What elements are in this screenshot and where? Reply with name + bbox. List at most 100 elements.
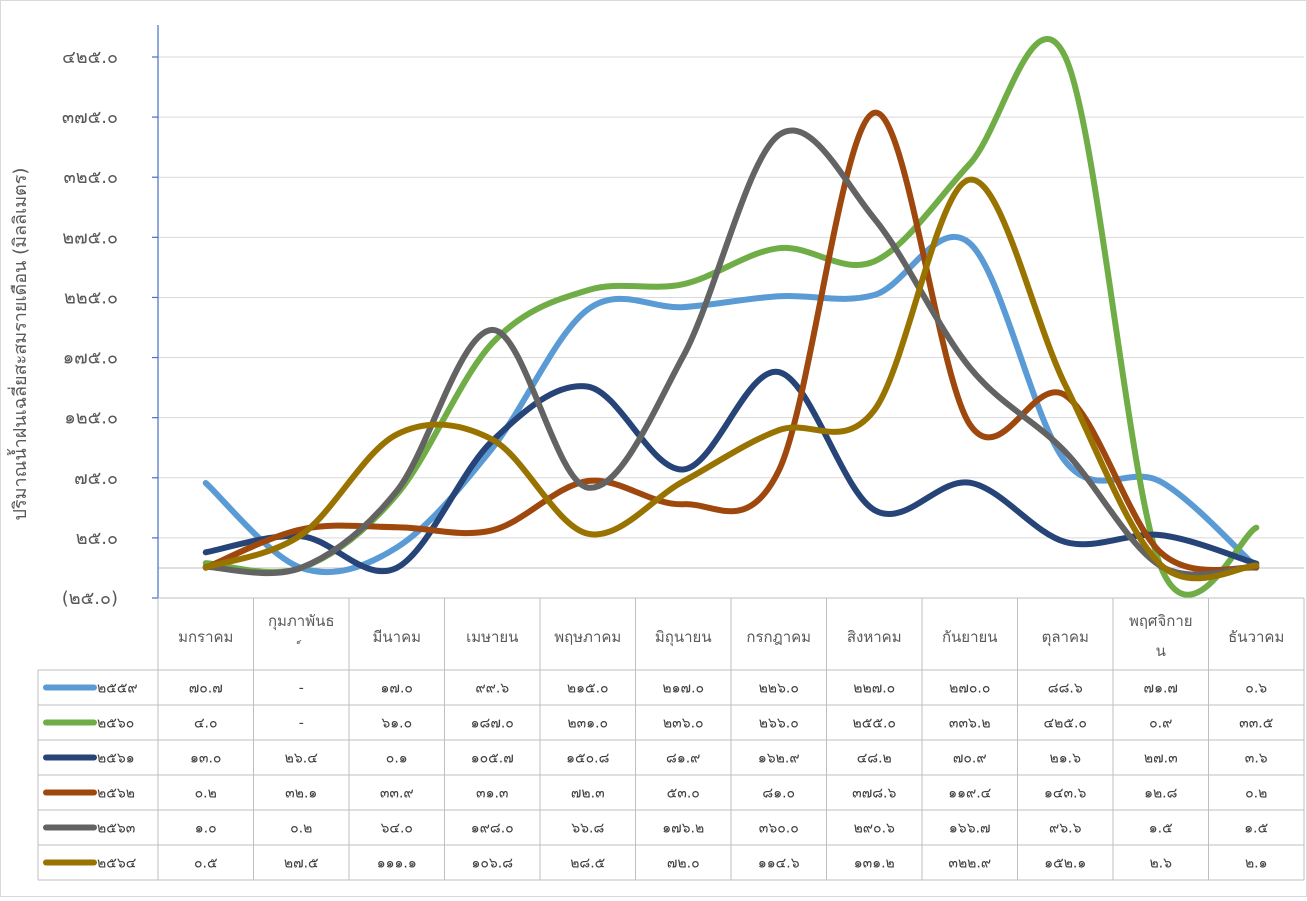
table-cell: -: [299, 716, 304, 732]
table-cell: ๐.๒: [195, 786, 217, 802]
table-cell: ๓๓.๕: [1239, 716, 1273, 732]
legend-label: ๒๕๖๒: [97, 786, 135, 802]
table-cell: ๑๗.๐: [381, 681, 413, 697]
table-cell: ๑.๕: [1149, 821, 1173, 837]
table-cell: ๒๒๗.๐: [853, 681, 895, 697]
table-cell: ๒๖.๔: [285, 751, 318, 767]
table-cell: ๑๓.๐: [190, 751, 221, 767]
table-cell: ๑๑๑.๑: [377, 856, 417, 872]
table-cell: ๖๖.๘: [571, 821, 604, 837]
y-tick-label: ๒๕.๐: [76, 528, 118, 549]
table-cell: ๗๐.๗: [189, 681, 223, 697]
y-tick-label: ๒๒๕.๐: [64, 287, 118, 308]
table-cell: ๐.๕: [194, 856, 218, 872]
table-cell: ๑๖๖.๗: [949, 821, 991, 837]
x-category-label: พฤษภาคม: [554, 628, 621, 646]
legend-label: ๒๕๕๙: [97, 681, 138, 697]
table-cell: ๘๑.๐: [762, 786, 795, 802]
table-cell: ๑๘๗.๐: [471, 716, 514, 732]
table-cell: ๖๑.๐: [381, 716, 412, 732]
table-cell: ๒๕๕.๐: [853, 716, 896, 732]
table-cell: ๒๗.๕: [284, 856, 319, 872]
y-tick-label: ๓๗๕.๐: [62, 107, 118, 128]
table-cell: ๒๘.๕: [570, 856, 605, 872]
table-cell: ๑๕๐.๘: [566, 751, 609, 767]
series-lines: [202, 36, 1260, 598]
x-category-label: ตุลาคม: [1042, 628, 1089, 647]
table-cell: ๔.๐: [194, 716, 218, 732]
series-line-5: [202, 176, 1260, 582]
table-cell: ๘๘.๖: [1048, 681, 1083, 697]
table-cell: -: [299, 681, 304, 697]
y-tick-label: ๑๗๕.๐: [63, 348, 118, 369]
table-cell: ๓.๖: [1245, 751, 1268, 767]
table-cell: ๕๓.๐: [667, 786, 700, 802]
y-tick-label: (๒๕.๐): [62, 588, 118, 609]
table-cell: ๑๑๔.๖: [758, 856, 800, 872]
table-cell: ๗๑.๗: [1144, 681, 1178, 697]
table-cell: ๑๔๓.๖: [1044, 786, 1087, 802]
table-cell: ๒๒๖.๐: [759, 681, 799, 697]
table-cell: ๖๔.๐: [381, 821, 413, 837]
table-cell: ๒๑.๖: [1050, 751, 1082, 767]
y-axis-ticks: (๒๕.๐) ๒๕.๐ ๗๕.๐ ๑๒๕.๐ ๑๗๕.๐ ๒๒๕.๐ ๒๗๕.๐ ๓๒๕.๐ ๓…: [62, 47, 158, 609]
table-cell: ๐.๒: [1245, 786, 1267, 802]
y-tick-label: ๑๒๕.๐: [64, 408, 118, 429]
table-cell: ๑.๕: [1244, 821, 1268, 837]
x-category-label: กรกฎาคม: [746, 628, 811, 646]
table-cell: ๑๐๖.๘: [471, 856, 513, 872]
table-cell: ๓๓๖.๒: [949, 716, 991, 732]
x-category-label: มีนาคม: [373, 628, 422, 646]
table-cell: ๗๐.๙: [953, 751, 987, 767]
table-cell: ๒๗.๓: [1144, 751, 1178, 767]
x-category-label-wrap: น: [1156, 642, 1166, 660]
table-cell: ๓๗๘.๖: [852, 786, 896, 802]
y-axis-label: ปริมาณน้ำฝนเฉลี่ยสะสมรายเดือน (มิลลิเมตร…: [7, 168, 31, 521]
table-cell: ๓๒.๑: [285, 786, 317, 802]
series-line-2: [202, 369, 1260, 575]
y-tick-label: ๔๒๕.๐: [62, 47, 118, 68]
x-category-label: มิถุนายน: [655, 628, 712, 647]
table-cell: ๒๗๐.๐: [949, 681, 990, 697]
x-category-label: มกราคม: [178, 628, 233, 646]
table-cell: ๔๘.๒: [857, 751, 892, 767]
table-cell: ๒.๑: [1245, 856, 1268, 872]
table-cell: ๒๑๕.๐: [567, 681, 609, 697]
x-category-label: สิงหาคม: [847, 628, 902, 646]
table-cell: ๒๑๗.๐: [662, 681, 704, 697]
table-cell: ๑๐๕.๗: [471, 751, 514, 767]
legend-label: ๒๕๖๓: [97, 821, 135, 837]
legend-label: ๒๕๖๔: [97, 856, 136, 872]
table-cell: ๑๒.๘: [1144, 786, 1177, 802]
table-cell: ๓๓.๙: [380, 786, 414, 802]
table-cell: ๑๙๘.๐: [471, 821, 514, 837]
x-category-label: กุมภาพันธ: [268, 612, 335, 631]
table-cell: ๙๙.๖: [475, 681, 509, 697]
table-cell: ๓๑.๓: [476, 786, 508, 802]
table-cell: ๑๑๙.๔: [948, 786, 991, 802]
table-cell: ๑๖๒.๙: [758, 751, 800, 767]
table-cell: ๔๒๕.๐: [1044, 716, 1087, 732]
y-tick-label: ๗๕.๐: [74, 468, 118, 489]
x-category-label: พฤศจิกาย: [1129, 612, 1193, 630]
table-cell: ๑๕๒.๑: [1044, 856, 1086, 872]
legend-label: ๒๕๖๑: [97, 751, 135, 767]
table-cell: ๙๖.๖: [1049, 821, 1082, 837]
table-cell: ๐.๑: [386, 751, 408, 767]
table-cell: ๒๙๐.๖: [854, 821, 895, 837]
table-cell: ๘๑.๙: [666, 751, 700, 767]
table-cell: ๗๒.๓: [571, 786, 605, 802]
series-line-0: [202, 233, 1260, 576]
table-cell: ๓๖๐.๐: [759, 821, 799, 837]
legend-label: ๒๕๖๐: [97, 716, 134, 732]
table-cell: ๐.๙: [1149, 716, 1172, 732]
table-cell: ๒.๖: [1149, 856, 1172, 872]
table-cell: ๑.๐: [195, 821, 217, 837]
data-table: มกราคมกุมภาพันธ์มีนาคมเมษายนพฤษภาคมมิถุน…: [37, 597, 1305, 881]
table-cell: ๑๗๖.๒: [662, 821, 704, 837]
x-category-label: เมษายน: [466, 628, 518, 646]
table-cell: ๒๓๑.๐: [567, 716, 608, 732]
table-cell: ๒๓๖.๐: [663, 716, 704, 732]
